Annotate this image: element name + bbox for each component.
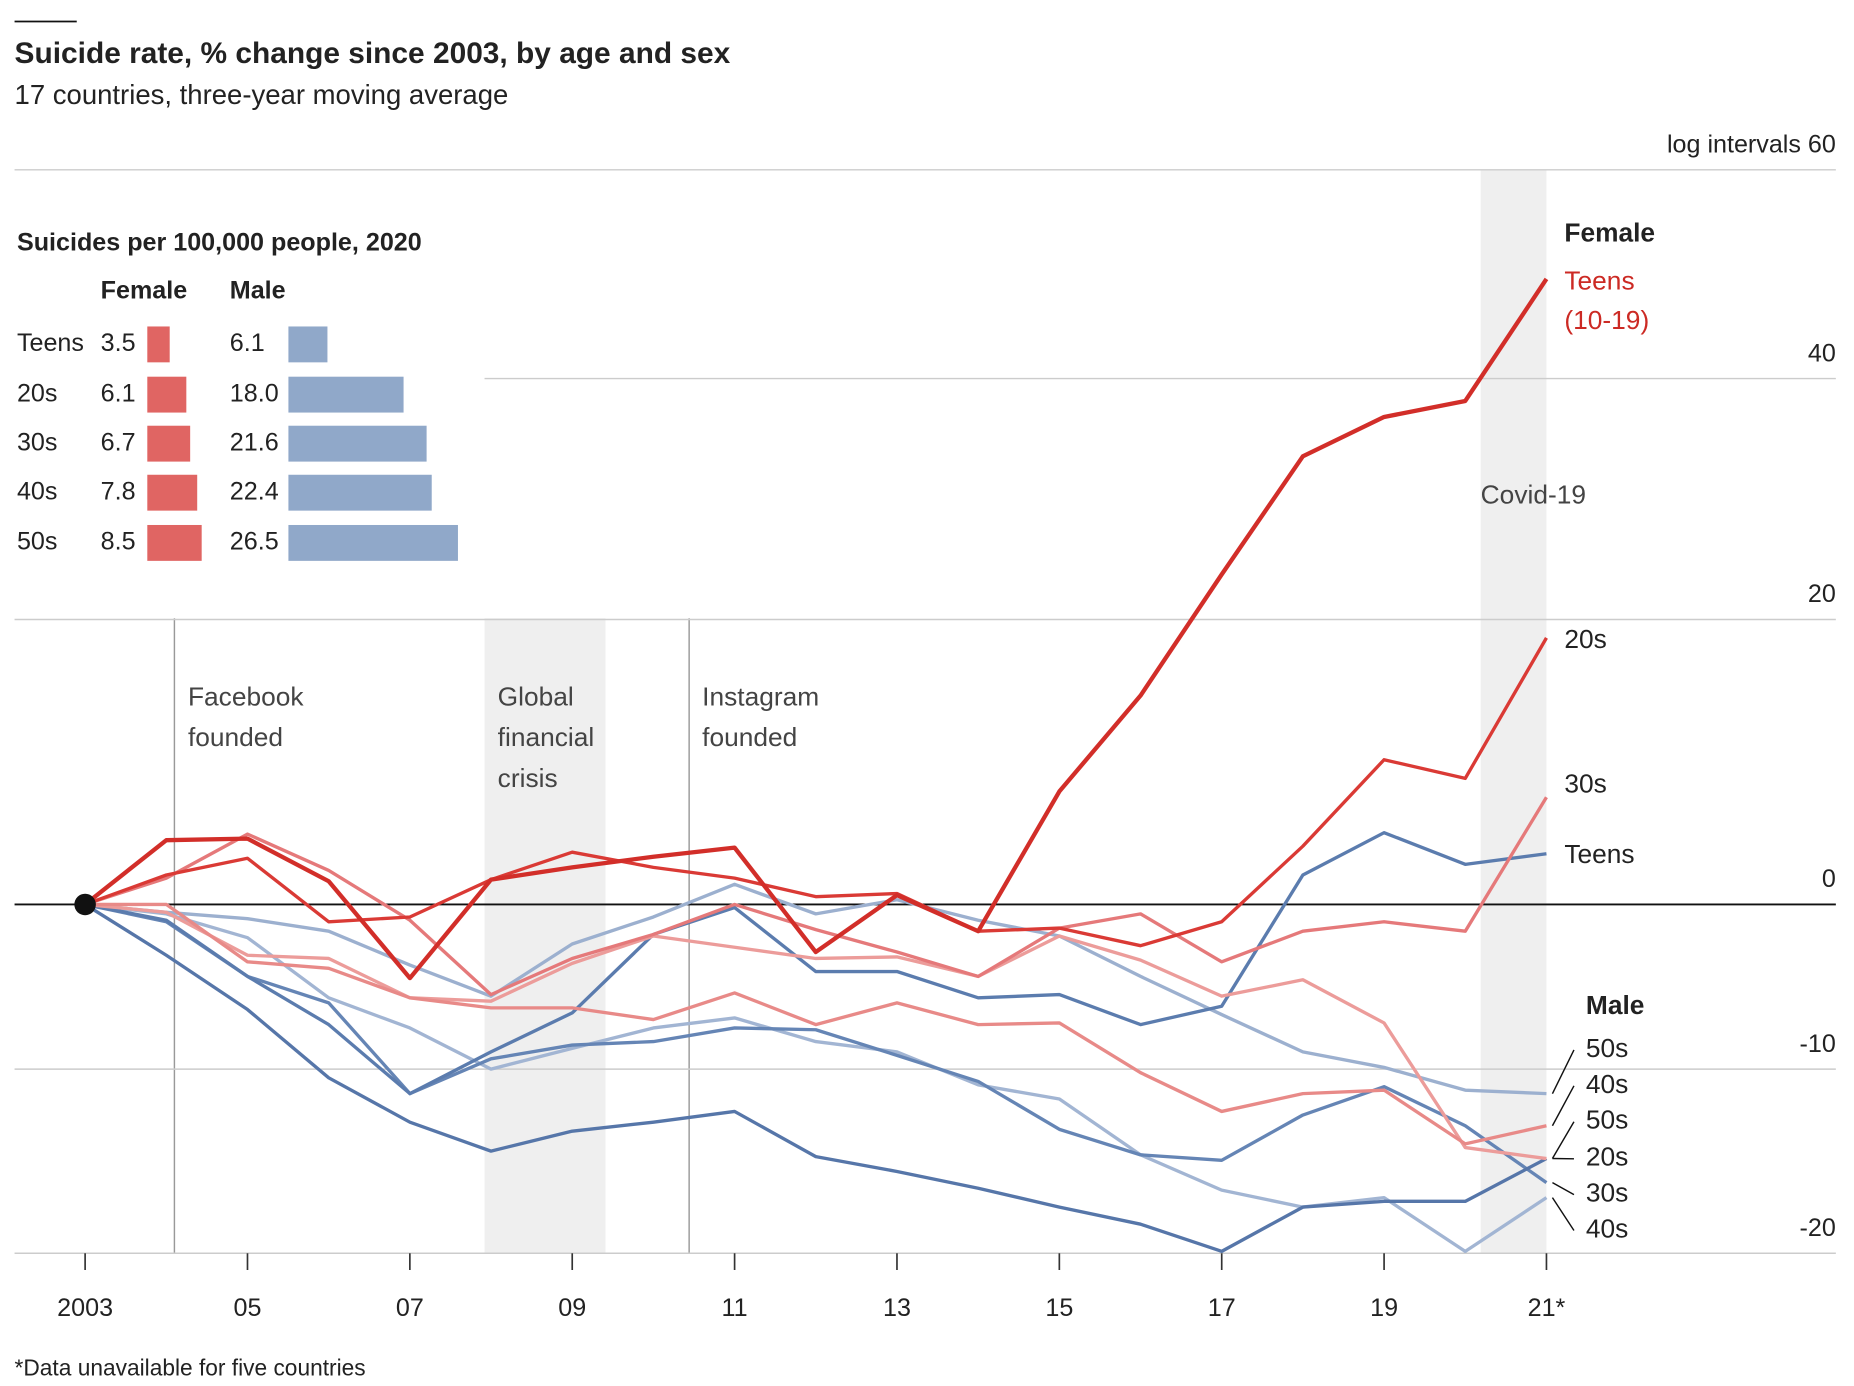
value-label: 6.7 bbox=[101, 428, 136, 456]
x-tick-label: 21* bbox=[1528, 1294, 1566, 1322]
inset-legend: Female bbox=[101, 276, 188, 304]
annotation-text-box: Covid-19 bbox=[1480, 479, 1586, 510]
x-tick-label: 2003 bbox=[57, 1294, 113, 1322]
series-line bbox=[84, 831, 1547, 1096]
annotation-text: Covid-19 bbox=[1480, 479, 1586, 510]
y-tick-label: 40 bbox=[1808, 339, 1836, 367]
category-label: 30s bbox=[17, 428, 57, 456]
annotation-text-box: Instagram founded bbox=[702, 681, 820, 753]
series-line bbox=[84, 902, 1547, 1161]
x-tick-label: 19 bbox=[1370, 1294, 1398, 1322]
value-label: 22.4 bbox=[230, 477, 279, 505]
value-label: 3.5 bbox=[101, 329, 136, 357]
bar bbox=[288, 326, 328, 363]
leader-line bbox=[1551, 1049, 1575, 1094]
value-label: 6.1 bbox=[230, 329, 265, 357]
bar bbox=[288, 376, 404, 413]
leader-line bbox=[1551, 1121, 1575, 1159]
x-tick-label: 05 bbox=[234, 1294, 262, 1322]
x-tick-label: 13 bbox=[883, 1294, 911, 1322]
footnote: *Data unavailable for five countries bbox=[15, 1354, 366, 1380]
leader-line bbox=[1552, 1181, 1575, 1196]
value-label: 18.0 bbox=[230, 379, 279, 407]
leader-line bbox=[1551, 1085, 1575, 1127]
annotation-text: Global financial crisis bbox=[497, 681, 595, 793]
series-label: Teens bbox=[1564, 839, 1634, 869]
series-line bbox=[84, 903, 1548, 1254]
category-label: 40s bbox=[17, 477, 57, 505]
series-label: 40s bbox=[1586, 1213, 1628, 1243]
series-label: 20s bbox=[1586, 1142, 1628, 1172]
bar bbox=[147, 326, 170, 363]
value-label: 8.5 bbox=[101, 528, 136, 556]
category-label: Teens bbox=[17, 329, 84, 357]
bar bbox=[288, 425, 427, 462]
annotation-text-box: Global financial crisis bbox=[497, 681, 595, 793]
x-tick-label: 07 bbox=[396, 1294, 424, 1322]
grid: log intervals 60 40 20 0 -10 -20 2003 05 07 09 11 1… bbox=[14, 131, 1836, 1322]
inset-chart: Suicides per 100,000 people, 2020 Female 3… bbox=[17, 229, 458, 561]
series-label: 30s bbox=[1564, 769, 1606, 799]
y-tick-label: -10 bbox=[1800, 1030, 1836, 1058]
category-label: 50s bbox=[17, 528, 57, 556]
bar bbox=[147, 474, 198, 511]
series-label: 50s bbox=[1586, 1033, 1628, 1063]
annotation-text: Instagram founded bbox=[702, 681, 820, 753]
chart-subtitle: 17 countries, three-year moving average bbox=[15, 79, 509, 110]
series-line bbox=[84, 882, 1547, 1096]
bar bbox=[147, 425, 191, 462]
series-line bbox=[84, 637, 1548, 948]
series-label: 50s bbox=[1586, 1105, 1628, 1135]
value-label: 6.1 bbox=[101, 379, 136, 407]
lines bbox=[74, 277, 1549, 1254]
y-tick-label: 20 bbox=[1808, 580, 1836, 608]
series-line bbox=[84, 796, 1548, 997]
chart-title: Suicide rate, % change since 2003, by ag… bbox=[15, 37, 731, 70]
bar bbox=[147, 376, 187, 413]
x-tick-label: 17 bbox=[1208, 1294, 1236, 1322]
x-tick-label: 09 bbox=[558, 1294, 586, 1322]
value-label: 21.6 bbox=[230, 428, 279, 456]
annotation-text-box: Facebook founded bbox=[187, 681, 304, 753]
series-label-box: Teens (10-19) bbox=[1564, 265, 1650, 335]
inset-legend: Male bbox=[230, 276, 286, 304]
category-label: 20s bbox=[17, 379, 57, 407]
leader-line bbox=[1551, 1197, 1575, 1231]
labels: Facebook founded Global financial crisis I… bbox=[187, 217, 1655, 1243]
x-tick-label: 15 bbox=[1045, 1294, 1073, 1322]
series-label: 40s bbox=[1586, 1069, 1628, 1099]
y-tick-label: 0 bbox=[1822, 865, 1836, 893]
inset-title: Suicides per 100,000 people, 2020 bbox=[17, 229, 422, 257]
x-tick-label: 11 bbox=[722, 1294, 748, 1322]
series-label: 30s bbox=[1586, 1178, 1628, 1208]
annotation-text: Facebook founded bbox=[187, 681, 304, 753]
bands bbox=[173, 169, 1547, 1254]
annotation-band bbox=[1480, 169, 1547, 1254]
series-line bbox=[85, 902, 1547, 1146]
bar bbox=[288, 524, 458, 561]
value-label: 26.5 bbox=[230, 528, 279, 556]
y-tick-label: -20 bbox=[1800, 1214, 1836, 1242]
group-label: Male bbox=[1586, 990, 1644, 1020]
series-line bbox=[83, 277, 1549, 981]
y-tick-label: log intervals 60 bbox=[1667, 131, 1836, 159]
series-label: Teens (10-19) bbox=[1564, 265, 1650, 335]
origin-dot bbox=[74, 893, 96, 916]
bar bbox=[288, 474, 432, 511]
bar bbox=[147, 524, 202, 561]
series-line bbox=[84, 902, 1548, 1184]
series-label: 20s bbox=[1564, 624, 1606, 654]
value-label: 7.8 bbox=[101, 477, 136, 505]
group-label: Female bbox=[1564, 217, 1655, 247]
